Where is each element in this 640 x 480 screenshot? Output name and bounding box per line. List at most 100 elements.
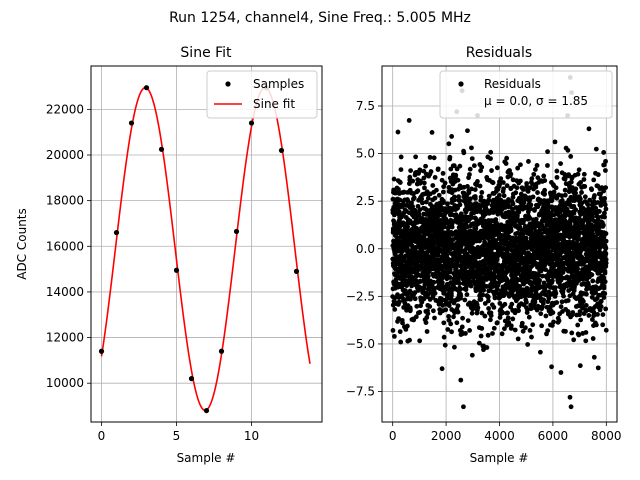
sample-point [203, 407, 210, 414]
residual-point [446, 303, 452, 308]
residual-point [505, 310, 511, 316]
residual-point [595, 214, 601, 220]
residual-point [431, 155, 437, 161]
residual-point [601, 285, 607, 291]
residual-point [549, 364, 554, 370]
residual-point [410, 204, 415, 209]
residual-point [436, 192, 442, 198]
residual-point [469, 145, 474, 151]
residual-point [477, 183, 483, 189]
residual-point [595, 172, 601, 178]
residual-point [464, 292, 470, 297]
y-tick-label: 0.0 [356, 242, 375, 256]
sample-point [278, 147, 285, 154]
residual-point [397, 180, 403, 185]
residual-point [591, 177, 597, 183]
residual-point [457, 163, 463, 169]
x-tick-label: 0 [98, 429, 106, 443]
residual-point [568, 154, 574, 159]
residual-point [513, 190, 519, 196]
residual-point [577, 363, 583, 369]
sine-fit-ylabel: ADC Counts [15, 208, 29, 280]
y-tick-label: −2.5 [346, 289, 375, 303]
residual-point [529, 334, 534, 340]
residual-point [481, 287, 487, 293]
residual-point [479, 310, 485, 316]
residual-point [539, 231, 544, 237]
residual-point [492, 295, 498, 301]
residual-point [506, 320, 512, 325]
residual-point [517, 178, 523, 184]
residual-point [461, 404, 466, 410]
residual-point [465, 184, 470, 189]
residual-point [485, 332, 491, 338]
residual-point [439, 280, 445, 286]
residual-point [584, 291, 589, 297]
residual-point [441, 200, 446, 205]
residual-point [562, 176, 568, 182]
residual-point [603, 327, 609, 333]
residual-point [524, 181, 530, 186]
residual-point [549, 278, 555, 284]
x-tick-label: 6000 [538, 429, 569, 443]
residual-point [558, 161, 563, 167]
residual-point [447, 267, 453, 273]
residual-point [479, 164, 485, 170]
residual-point [408, 168, 414, 173]
residual-point [595, 200, 601, 205]
residual-point [405, 198, 411, 204]
residual-point [439, 366, 445, 372]
residual-point [545, 149, 550, 155]
y-tick-label: 22000 [46, 102, 84, 116]
residual-point [425, 195, 431, 201]
residual-point [551, 263, 557, 269]
residual-point [482, 313, 488, 319]
residual-point [458, 377, 464, 383]
residual-point [602, 279, 608, 285]
legend-residuals-marker [458, 81, 464, 87]
residual-point [498, 176, 504, 182]
residual-point [411, 317, 417, 323]
residual-point [520, 328, 526, 334]
residual-point [458, 286, 464, 292]
residual-point [582, 194, 588, 200]
residual-point [503, 161, 509, 166]
residual-point [396, 316, 402, 322]
residual-point [537, 349, 543, 355]
residual-point [543, 267, 548, 273]
residual-point [393, 190, 398, 196]
residual-point [538, 311, 544, 317]
residual-point [558, 304, 564, 310]
residual-point [586, 126, 592, 132]
residual-point [568, 404, 574, 410]
residual-point [523, 325, 528, 331]
residual-point [494, 320, 500, 326]
residual-point [554, 174, 560, 180]
residual-point [419, 196, 425, 202]
residual-point [578, 196, 583, 202]
residual-point [504, 183, 510, 189]
residual-point [468, 196, 473, 202]
residual-point [454, 320, 460, 326]
residual-point [592, 193, 597, 198]
residual-point [467, 172, 472, 177]
residual-point [455, 177, 461, 183]
residual-point [601, 162, 607, 168]
x-tick-label: 0 [389, 429, 397, 443]
x-tick-label: 2000 [431, 429, 462, 443]
residual-point [391, 333, 397, 339]
residual-point [476, 340, 482, 346]
residual-point [529, 176, 535, 182]
residual-point [545, 328, 551, 334]
residual-point [515, 165, 521, 171]
residual-point [458, 293, 464, 299]
residual-point [504, 155, 510, 161]
residual-point [465, 128, 470, 134]
residual-point [583, 307, 589, 313]
residual-point [508, 171, 514, 177]
residual-point [531, 171, 537, 177]
residual-point [542, 178, 548, 183]
residual-point [500, 310, 506, 316]
residual-point [602, 210, 607, 216]
sample-point [173, 267, 180, 273]
